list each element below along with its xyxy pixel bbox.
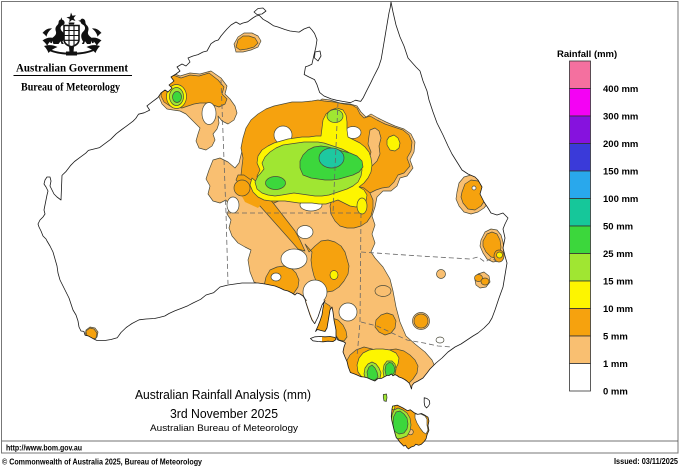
svg-text:5 mm: 5 mm bbox=[603, 332, 628, 343]
svg-text:150 mm: 150 mm bbox=[603, 167, 638, 178]
svg-text:3rd November 2025: 3rd November 2025 bbox=[170, 406, 278, 421]
svg-text:Australian Government: Australian Government bbox=[16, 61, 128, 75]
svg-text:Bureau of Meteorology: Bureau of Meteorology bbox=[21, 80, 120, 94]
svg-text:Australian Bureau of Meteorolo: Australian Bureau of Meteorology bbox=[150, 423, 298, 434]
svg-text:10 mm: 10 mm bbox=[603, 304, 633, 315]
svg-text:200 mm: 200 mm bbox=[603, 139, 638, 150]
svg-text:Rainfall (mm): Rainfall (mm) bbox=[557, 49, 617, 60]
svg-text:http://www.bom.gov.au: http://www.bom.gov.au bbox=[6, 443, 82, 453]
svg-text:0 mm: 0 mm bbox=[603, 387, 628, 398]
svg-text:300 mm: 300 mm bbox=[603, 112, 638, 123]
svg-text:Issued: 03/11/2025: Issued: 03/11/2025 bbox=[614, 456, 678, 466]
svg-text:15 mm: 15 mm bbox=[603, 277, 633, 288]
svg-text:Australian Rainfall Analysis (: Australian Rainfall Analysis (mm) bbox=[135, 388, 311, 402]
svg-text:100 mm: 100 mm bbox=[603, 194, 638, 205]
svg-text:400 mm: 400 mm bbox=[603, 84, 638, 95]
svg-text:1 mm: 1 mm bbox=[603, 359, 628, 370]
svg-text:25 mm: 25 mm bbox=[603, 249, 633, 260]
svg-text:50 mm: 50 mm bbox=[603, 222, 633, 233]
svg-text:© Commonwealth of Australia 20: © Commonwealth of Australia 2025, Bureau… bbox=[2, 457, 202, 467]
